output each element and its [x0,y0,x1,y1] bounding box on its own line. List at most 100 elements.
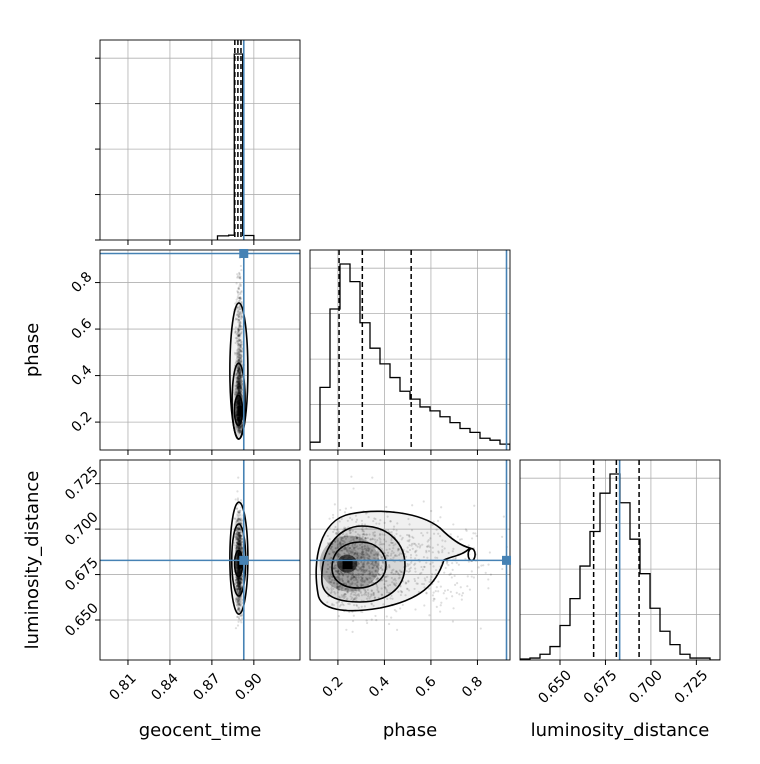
sample-point [239,614,242,617]
sample-point [239,588,242,591]
sample-point [237,419,240,423]
sample-point [235,560,238,563]
sample-point [236,417,240,420]
sample-point [432,565,435,568]
sample-point [379,541,382,544]
sample-point [237,543,240,546]
sample-point [397,572,400,576]
sample-point [238,398,241,401]
sample-point [239,284,242,288]
sample-point [238,432,241,435]
sample-point [352,575,356,578]
sample-point [364,590,367,593]
sample-point [237,315,240,319]
sample-point [235,546,239,550]
sample-point [237,579,240,582]
sample-point [237,402,240,405]
sample-point [237,399,240,403]
sample-point [239,519,242,522]
sample-point [236,581,240,584]
sample-point [237,540,240,543]
sample-point [236,385,240,388]
sample-point [237,399,241,402]
sample-point [237,415,240,418]
sample-point [373,553,376,556]
sample-point [364,554,367,557]
sample-point [239,569,242,572]
sample-point [237,555,240,558]
sample-point [238,388,241,391]
sample-point [376,569,380,573]
sample-point [334,567,337,570]
sample-point [238,418,241,421]
sample-point [348,529,351,533]
contour-middle [321,525,406,603]
sample-point [235,603,238,607]
sample-point [237,382,240,385]
sample-point [351,589,354,592]
sample-point [375,553,379,556]
sample-point [236,553,239,556]
sample-point [236,533,239,537]
sample-point [237,515,240,518]
sample-point [381,533,384,536]
sample-point [431,551,434,554]
sample-point [423,565,426,569]
sample-point [235,576,238,579]
sample-point [237,384,240,387]
sample-point [383,552,386,555]
sample-point [238,392,242,395]
sample-point [236,602,240,605]
sample-point [236,607,240,611]
sample-point [236,366,239,369]
sample-point [238,570,241,573]
sample-point [238,533,241,536]
sample-point [237,422,240,425]
sample-point [238,588,241,591]
sample-point [237,546,240,549]
sample-point [239,576,242,580]
sample-point [399,552,402,555]
sample-point [350,536,353,539]
sample-point [238,418,241,422]
sample-point [238,371,241,374]
sample-point [237,371,240,375]
sample-point [236,343,239,346]
sample-point [236,403,239,406]
sample-point [237,545,241,548]
sample-point [240,546,243,550]
sample-point [236,535,239,539]
sample-point [238,282,241,286]
sample-point [405,587,409,590]
sample-point [375,584,379,588]
sample-point [235,428,238,431]
sample-point [340,549,344,552]
sample-point [332,581,335,584]
sample-point [361,545,364,549]
sample-point [237,370,240,373]
sample-point [235,400,239,403]
sample-point [349,592,353,596]
sample-point [237,592,241,595]
sample-point [345,598,348,601]
sample-point [240,385,243,388]
sample-point [237,419,241,422]
sample-point [339,577,342,580]
sample-point [356,554,359,557]
sample-point [238,534,242,537]
sample-point [422,556,426,559]
sample-point [237,391,240,394]
sample-point [238,569,241,572]
sample-point [454,557,457,560]
sample-point [361,545,364,548]
sample-point [239,522,242,525]
sample-point [238,398,241,401]
sample-point [239,378,242,381]
sample-point [443,571,446,574]
sample-point [237,367,240,370]
sample-point [239,619,242,622]
sample-point [238,418,241,421]
sample-point [466,575,469,578]
sample-point [238,398,241,401]
